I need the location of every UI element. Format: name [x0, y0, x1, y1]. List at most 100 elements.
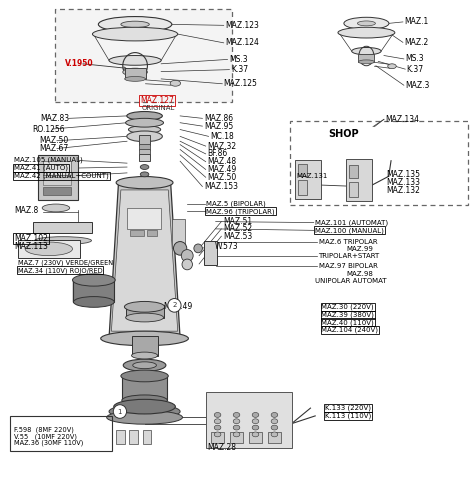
Ellipse shape — [338, 27, 395, 38]
Ellipse shape — [170, 80, 181, 86]
Text: MAZ.127: MAZ.127 — [140, 96, 173, 105]
Text: MAZ.6 TRIPOLAR: MAZ.6 TRIPOLAR — [319, 239, 377, 244]
Bar — [206, 392, 292, 448]
Bar — [295, 160, 321, 199]
Text: MAZ.50: MAZ.50 — [207, 173, 237, 182]
Bar — [129, 430, 138, 444]
Bar — [349, 182, 358, 197]
Ellipse shape — [42, 204, 70, 212]
Text: MAZ.104 (240V): MAZ.104 (240V) — [321, 327, 378, 334]
Ellipse shape — [109, 404, 180, 419]
Bar — [127, 208, 161, 229]
FancyBboxPatch shape — [290, 121, 468, 205]
Text: ORIGINAL: ORIGINAL — [141, 105, 174, 111]
Text: MAZ.105 (MANUAL): MAZ.105 (MANUAL) — [14, 157, 83, 164]
Ellipse shape — [126, 118, 164, 127]
Ellipse shape — [271, 432, 278, 437]
Text: MAZ.134: MAZ.134 — [385, 115, 419, 124]
Ellipse shape — [181, 249, 193, 262]
Bar — [147, 230, 157, 236]
Text: MS.3: MS.3 — [229, 55, 247, 64]
Text: MAZ.48: MAZ.48 — [207, 157, 236, 166]
Ellipse shape — [131, 352, 157, 359]
Bar — [130, 230, 144, 236]
Bar — [139, 144, 150, 150]
Text: MAZ.113: MAZ.113 — [14, 243, 48, 251]
Bar — [132, 336, 158, 356]
Text: MAZ.67: MAZ.67 — [39, 144, 68, 153]
Bar — [298, 180, 307, 195]
Text: MAZ.125: MAZ.125 — [224, 79, 257, 88]
Ellipse shape — [25, 242, 73, 256]
Text: MAZ.1: MAZ.1 — [404, 18, 428, 26]
Bar — [346, 159, 372, 201]
Text: MAZ.98: MAZ.98 — [346, 271, 373, 277]
Bar — [10, 416, 112, 451]
Ellipse shape — [92, 27, 178, 41]
Ellipse shape — [126, 313, 164, 322]
Ellipse shape — [123, 359, 166, 371]
Text: MAZ.3: MAZ.3 — [405, 81, 429, 90]
Text: MC.18: MC.18 — [210, 132, 234, 141]
Bar — [211, 432, 224, 443]
Ellipse shape — [127, 131, 162, 142]
Bar — [143, 430, 151, 444]
Text: MAZ.97 BIPOLAR: MAZ.97 BIPOLAR — [319, 263, 377, 269]
Bar — [122, 375, 167, 400]
Ellipse shape — [122, 395, 167, 406]
Text: MAZ.49: MAZ.49 — [164, 302, 193, 311]
Text: MAZ.99: MAZ.99 — [346, 246, 373, 252]
Text: K.37: K.37 — [407, 65, 424, 74]
Text: MAZ.123: MAZ.123 — [225, 21, 259, 30]
Ellipse shape — [271, 412, 278, 417]
Text: MAZ.100 (MANUAL): MAZ.100 (MANUAL) — [315, 227, 384, 234]
Text: MAZ.52: MAZ.52 — [223, 225, 252, 233]
Bar — [38, 155, 78, 200]
Text: MAZ.124: MAZ.124 — [225, 38, 259, 47]
Ellipse shape — [352, 48, 381, 55]
Text: K.37: K.37 — [231, 65, 248, 74]
Bar — [43, 187, 71, 195]
Ellipse shape — [140, 172, 149, 177]
Text: MAZ.5 (BIPOLAR): MAZ.5 (BIPOLAR) — [206, 200, 266, 207]
Text: UNIPOLAR AUTOMAT: UNIPOLAR AUTOMAT — [315, 278, 387, 284]
Ellipse shape — [73, 274, 115, 286]
Text: MAZ.131: MAZ.131 — [297, 173, 328, 179]
Circle shape — [113, 405, 127, 418]
Text: MAZ.96 (TRIPOLAR): MAZ.96 (TRIPOLAR) — [206, 208, 275, 215]
Bar — [139, 135, 150, 145]
Text: MAZ.41 (AUTO): MAZ.41 (AUTO) — [14, 165, 68, 171]
Text: RO.1256: RO.1256 — [32, 125, 65, 133]
Text: MAZ.102: MAZ.102 — [14, 234, 48, 243]
Text: MAZ.132: MAZ.132 — [386, 186, 420, 195]
Polygon shape — [111, 190, 178, 331]
FancyBboxPatch shape — [55, 9, 232, 102]
Bar — [126, 305, 164, 318]
Text: MAZ.51: MAZ.51 — [223, 217, 252, 226]
Bar — [172, 219, 185, 248]
Ellipse shape — [252, 419, 259, 424]
Ellipse shape — [116, 177, 173, 188]
Bar — [298, 164, 307, 176]
Text: MAZ.42 (MANUAL+COUNT): MAZ.42 (MANUAL+COUNT) — [14, 172, 109, 179]
Text: TRIPOLAR+START: TRIPOLAR+START — [319, 253, 380, 259]
Bar — [139, 149, 150, 155]
Ellipse shape — [127, 112, 162, 120]
Text: MAZ.30 (220V): MAZ.30 (220V) — [321, 303, 374, 310]
Ellipse shape — [194, 244, 202, 253]
Text: MAZ.28: MAZ.28 — [207, 443, 236, 451]
Bar — [268, 432, 281, 443]
Ellipse shape — [140, 165, 149, 169]
Ellipse shape — [358, 60, 374, 64]
Ellipse shape — [388, 64, 396, 69]
Ellipse shape — [233, 419, 240, 424]
Text: MAZ.53: MAZ.53 — [223, 232, 252, 241]
Ellipse shape — [214, 425, 221, 430]
Bar — [116, 430, 125, 444]
Text: MAZ.7 (230V) VERDE/GREEN: MAZ.7 (230V) VERDE/GREEN — [18, 259, 113, 266]
Circle shape — [168, 299, 181, 312]
Text: 2: 2 — [172, 302, 177, 308]
Ellipse shape — [344, 18, 389, 29]
Bar — [230, 432, 243, 443]
Text: MAZ.101 (AUTOMAT): MAZ.101 (AUTOMAT) — [315, 219, 388, 226]
